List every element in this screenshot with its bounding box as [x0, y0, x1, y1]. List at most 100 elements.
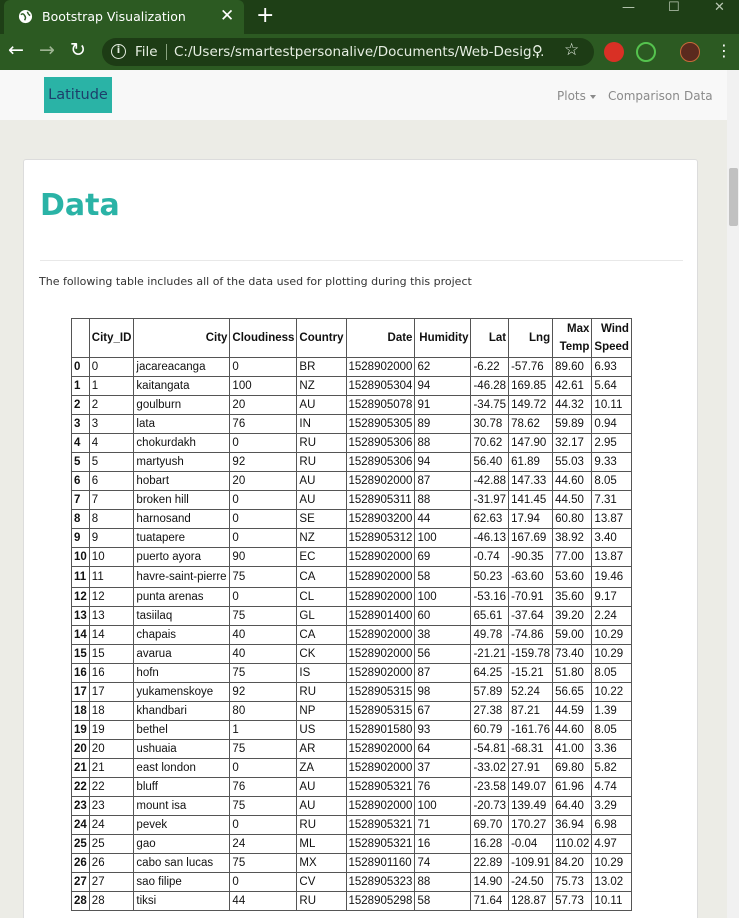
table-cell: AU — [296, 471, 347, 491]
table-cell: 44 — [229, 891, 298, 911]
close-window-icon[interactable]: ✕ — [714, 0, 725, 15]
table-cell: 74 — [414, 853, 472, 873]
table-row: 10 10 puerto ayora 90 EC 1528902000 69 -0.74 -90… — [71, 547, 632, 567]
table-cell: 0 — [229, 490, 298, 510]
table-cell: mount isa — [133, 796, 231, 816]
menu-dots-icon[interactable]: ⋮ — [716, 41, 732, 60]
table-cell: cabo san lucas — [133, 853, 231, 873]
row-index-cell: 10 — [71, 547, 90, 567]
table-cell: 1528905321 — [345, 815, 416, 835]
table-row: 0 0 jacareacanga 0 BR 1528902000 62 -6.22 -57.76… — [71, 357, 632, 377]
table-cell: 1528905306 — [345, 433, 416, 453]
table-cell: 14.90 — [470, 872, 510, 892]
table-cell: ushuaia — [133, 739, 231, 759]
table-cell: 100 — [414, 796, 472, 816]
table-cell: 58 — [414, 891, 472, 911]
table-row: 21 21 east london 0 ZA 1528902000 37 -33.02 27.9… — [71, 758, 632, 778]
table-cell: 1528902000 — [345, 547, 416, 567]
table-row: 19 19 bethel 1 US 1528901580 93 60.79 -161.76 44.… — [71, 720, 632, 740]
table-cell: 44.59 — [552, 701, 593, 721]
table-cell: 17 — [88, 682, 135, 702]
table-cell: -24.50 — [508, 872, 554, 892]
table-cell: 75 — [229, 796, 298, 816]
table-row: 28 28 tiksi 44 RU 1528905298 58 71.64 128.87 57.7… — [71, 891, 632, 911]
table-cell: 22 — [88, 777, 135, 797]
table-cell: 0 — [88, 357, 135, 377]
table-cell: 4.97 — [591, 834, 632, 854]
table-cell: 0.94 — [591, 414, 632, 434]
table-row: 11 11 havre-saint-pierre 75 CA 1528902000 58 50… — [71, 566, 632, 588]
table-cell: 10.29 — [591, 625, 632, 645]
maximize-icon[interactable]: ☐ — [668, 0, 680, 15]
brand-link[interactable]: Latitude — [44, 77, 112, 113]
nav-plots-dropdown[interactable]: Plots — [557, 89, 596, 103]
table-cell: 56.40 — [470, 452, 510, 472]
table-cell: 4 — [88, 433, 135, 453]
table-cell: 65.61 — [470, 606, 510, 626]
avatar[interactable] — [680, 42, 700, 62]
table-cell: CL — [296, 587, 347, 607]
row-index-cell: 2 — [71, 395, 90, 415]
zoom-icon[interactable]: ⚲ — [532, 42, 543, 60]
table-cell: AR — [296, 739, 347, 759]
close-tab-icon[interactable]: ✕ — [220, 6, 235, 26]
table-cell: 0 — [229, 357, 298, 377]
table-cell: 78.62 — [508, 414, 554, 434]
table-body: 0 0 jacareacanga 0 BR 1528902000 62 -6.22 -57.76… — [71, 357, 632, 911]
forward-icon[interactable]: → — [39, 39, 55, 61]
table-cell: -46.13 — [470, 528, 510, 548]
table-cell: -57.76 — [508, 357, 554, 377]
info-icon[interactable]: i — [111, 44, 126, 59]
table-row: 8 8 harnosand 0 SE 1528903200 44 62.63 17.94 60.8… — [71, 509, 632, 529]
reload-icon[interactable]: ↻ — [70, 39, 86, 61]
table-cell: 8.05 — [591, 471, 632, 491]
table-cell: -63.60 — [508, 566, 554, 588]
table-row: 15 15 avarua 40 CK 1528902000 56 -21.21 -159.78 7… — [71, 644, 632, 664]
table-row: 16 16 hofn 75 IS 1528902000 87 64.25 -15.21 51.80… — [71, 663, 632, 683]
header-wind-speed: Wind Speed — [591, 318, 632, 358]
nav-comparison[interactable]: Comparison — [608, 89, 680, 103]
browser-tab[interactable]: Bootstrap Visualization ✕ — [4, 0, 244, 34]
table-cell: -37.64 — [508, 606, 554, 626]
scrollbar-thumb[interactable] — [729, 168, 738, 226]
row-index-cell: 23 — [71, 796, 90, 816]
table-cell: 169.85 — [508, 376, 554, 396]
table-cell: 13.02 — [591, 872, 632, 892]
table-cell: 1528902000 — [345, 625, 416, 645]
omnibox[interactable]: i File C:/Users/smartestpersonalive/Docu… — [102, 38, 594, 66]
bookmark-star-icon[interactable]: ☆ — [564, 40, 580, 60]
table-row: 17 17 yukamenskoye 92 RU 1528905315 98 57.89 52.… — [71, 682, 632, 702]
table-cell: 147.90 — [508, 433, 554, 453]
table-cell: -33.02 — [470, 758, 510, 778]
divider — [40, 260, 683, 261]
scrollbar-track[interactable] — [727, 70, 739, 918]
url-text[interactable]: C:/Users/smartestpersonalive/Documents/W… — [174, 44, 545, 60]
nav-data[interactable]: Data — [684, 89, 713, 103]
table-cell: 40 — [229, 625, 298, 645]
extension-stop-icon[interactable] — [604, 42, 624, 62]
table-cell: GL — [296, 606, 347, 626]
table-cell: 76 — [229, 414, 298, 434]
table-cell: gao — [133, 834, 231, 854]
table-cell: -15.21 — [508, 663, 554, 683]
table-cell: 147.33 — [508, 471, 554, 491]
extension-check-icon[interactable] — [636, 42, 656, 62]
table-cell: hobart — [133, 471, 231, 491]
table-cell: 44.60 — [552, 471, 593, 491]
table-cell: BR — [296, 357, 347, 377]
table-cell: 167.69 — [508, 528, 554, 548]
table-cell: 1528905311 — [345, 490, 416, 510]
new-tab-icon[interactable]: + — [256, 3, 275, 28]
table-cell: 10 — [88, 547, 135, 567]
minimize-icon[interactable]: — — [622, 0, 635, 15]
table-row: 18 18 khandbari 80 NP 1528905315 67 27.38 87.21 4… — [71, 701, 632, 721]
row-index-cell: 16 — [71, 663, 90, 683]
table-cell: -159.78 — [508, 644, 554, 664]
table-cell: ZA — [296, 758, 347, 778]
table-cell: broken hill — [133, 490, 231, 510]
back-icon[interactable]: ← — [8, 39, 24, 61]
table-cell: 87 — [414, 663, 472, 683]
table-cell: -6.22 — [470, 357, 510, 377]
table-cell: 9 — [88, 528, 135, 548]
nav-plots-label: Plots — [557, 89, 586, 103]
